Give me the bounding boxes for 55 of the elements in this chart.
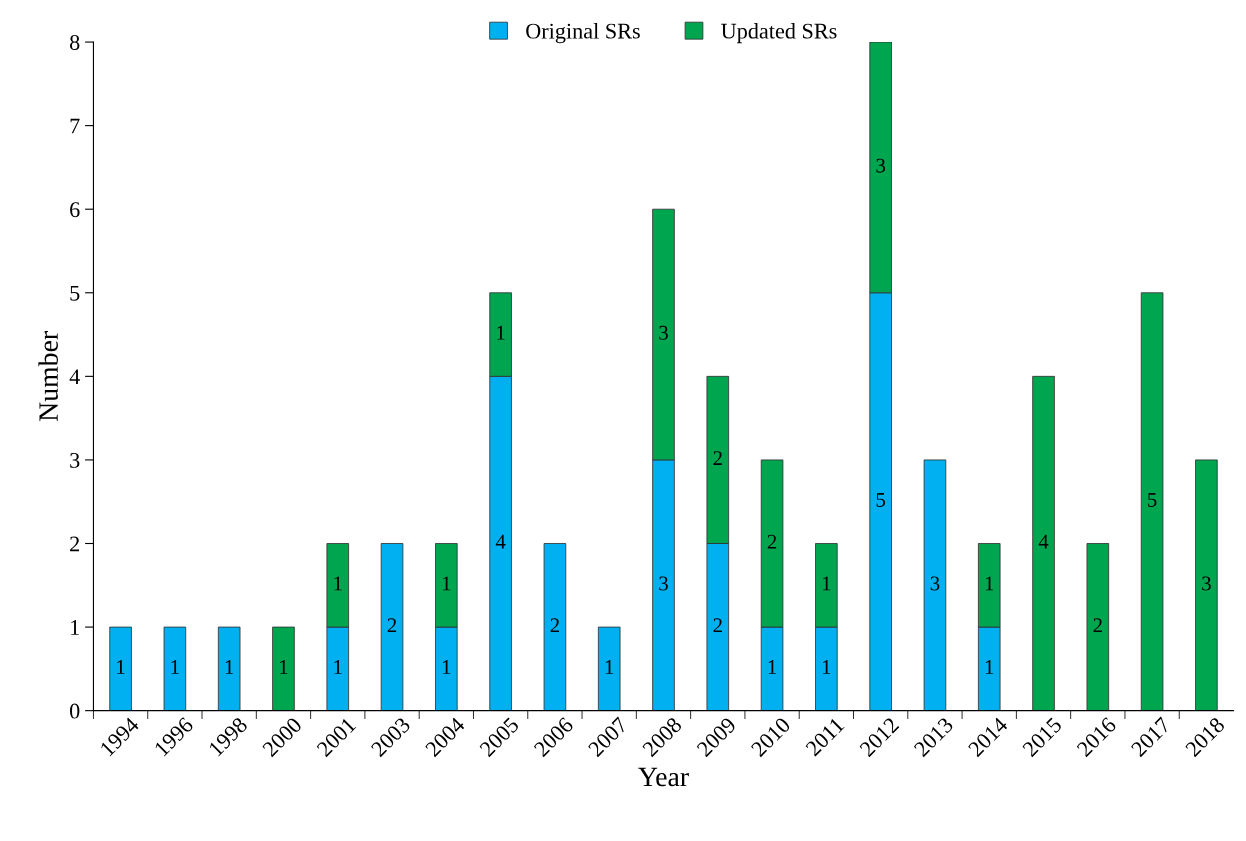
data-label: 1 — [497, 325, 505, 340]
bar — [163, 626, 187, 711]
y-tick-label: 8 — [69, 34, 80, 50]
data-label: 5 — [1148, 493, 1157, 507]
data-label: 1 — [822, 660, 831, 674]
bar — [217, 626, 241, 711]
bar — [380, 543, 404, 711]
y-tick-label: 1 — [71, 620, 79, 635]
data-label: 2 — [550, 618, 559, 633]
data-label: 3 — [1202, 576, 1211, 591]
y-tick-label: 5 — [70, 285, 80, 301]
data-label: 4 — [1038, 534, 1049, 549]
bar — [597, 626, 621, 711]
data-label: 2 — [767, 534, 777, 549]
data-label: 1 — [985, 576, 994, 591]
data-label: 5 — [876, 493, 886, 507]
data-label: 1 — [985, 660, 994, 674]
bar — [543, 543, 567, 711]
bar — [923, 459, 947, 711]
bar — [1086, 543, 1110, 711]
y-tick-label: 2 — [70, 536, 80, 552]
bar — [272, 626, 295, 711]
data-label: 3 — [659, 576, 668, 591]
legend-label: Updated SRs — [721, 22, 837, 44]
data-label: 3 — [876, 158, 886, 173]
data-label: 2 — [713, 451, 722, 465]
data-label: 1 — [334, 576, 342, 591]
data-label: 2 — [1093, 618, 1102, 633]
bar — [1195, 459, 1218, 711]
data-label: 1 — [822, 576, 831, 591]
data-label: 1 — [171, 660, 179, 674]
y-tick-label: 7 — [70, 118, 80, 134]
y-axis-title: Number — [38, 331, 58, 422]
y-tick-label: 0 — [69, 703, 80, 719]
data-label: 1 — [442, 660, 451, 674]
y-tick-label: 4 — [69, 369, 80, 385]
data-label: 2 — [713, 618, 722, 633]
data-label: 1 — [442, 576, 451, 591]
y-tick-label: 3 — [70, 452, 80, 468]
data-label: 2 — [387, 618, 397, 633]
bar — [109, 626, 132, 711]
data-label: 1 — [334, 660, 342, 674]
y-tick-label: 6 — [70, 202, 80, 218]
data-label: 3 — [659, 325, 668, 340]
data-label: 4 — [495, 534, 506, 549]
data-label: 1 — [605, 660, 614, 674]
data-label: 1 — [768, 660, 777, 674]
bar — [1032, 375, 1055, 711]
x-axis-title: Year — [638, 767, 689, 787]
data-label: 1 — [280, 660, 288, 674]
legend-label: Original SRs — [526, 22, 640, 44]
data-label: 1 — [117, 660, 125, 674]
data-label: 1 — [225, 660, 234, 674]
bar — [1140, 292, 1164, 711]
data-label: 3 — [930, 576, 940, 591]
